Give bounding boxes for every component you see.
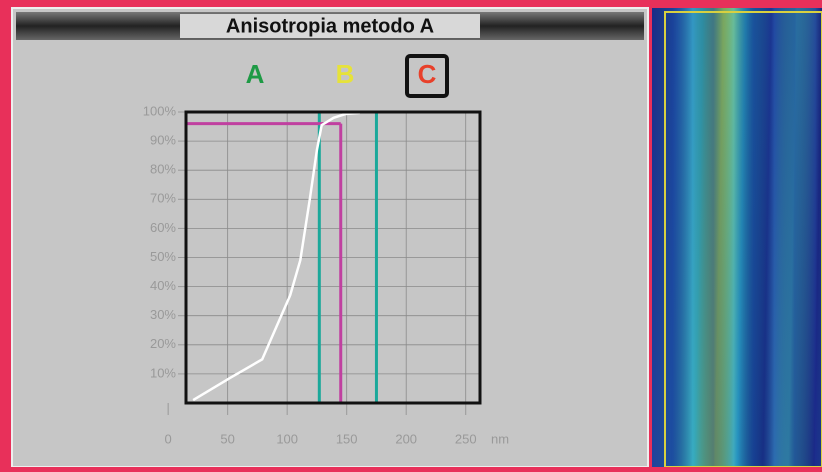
page: {"chart_data": {"type": "line", "title":…: [0, 0, 822, 467]
y-tick-label: 90%: [150, 133, 176, 148]
y-tick-label: 80%: [150, 162, 176, 177]
x-axis-label: nm: [491, 431, 509, 446]
mode-label[interactable]: C: [418, 59, 437, 89]
y-tick-label: 50%: [150, 249, 176, 264]
title: Anisotropia metodo A: [226, 15, 434, 37]
y-tick-label: 10%: [150, 365, 176, 380]
screen: Anisotropia metodo A A B C 10% 20% 30% 40% 50% 6…: [0, 0, 822, 467]
y-tick-label: 30%: [150, 307, 176, 322]
x-tick-label: 150: [336, 431, 358, 446]
mode-label[interactable]: B: [336, 59, 355, 89]
mode-label[interactable]: A: [246, 59, 265, 89]
y-tick-label: 60%: [150, 220, 176, 235]
y-tick-label: 40%: [150, 278, 176, 293]
image-overlay: [652, 8, 822, 467]
x-tick-label: 200: [395, 431, 417, 446]
x-tick-label: 0: [165, 431, 172, 446]
y-tick-label: 100%: [143, 103, 177, 118]
x-tick-label: 250: [455, 431, 477, 446]
x-tick-label: 100: [276, 431, 298, 446]
y-tick-label: 70%: [150, 191, 176, 206]
y-tick-label: 20%: [150, 336, 176, 351]
x-tick-label: 50: [220, 431, 234, 446]
